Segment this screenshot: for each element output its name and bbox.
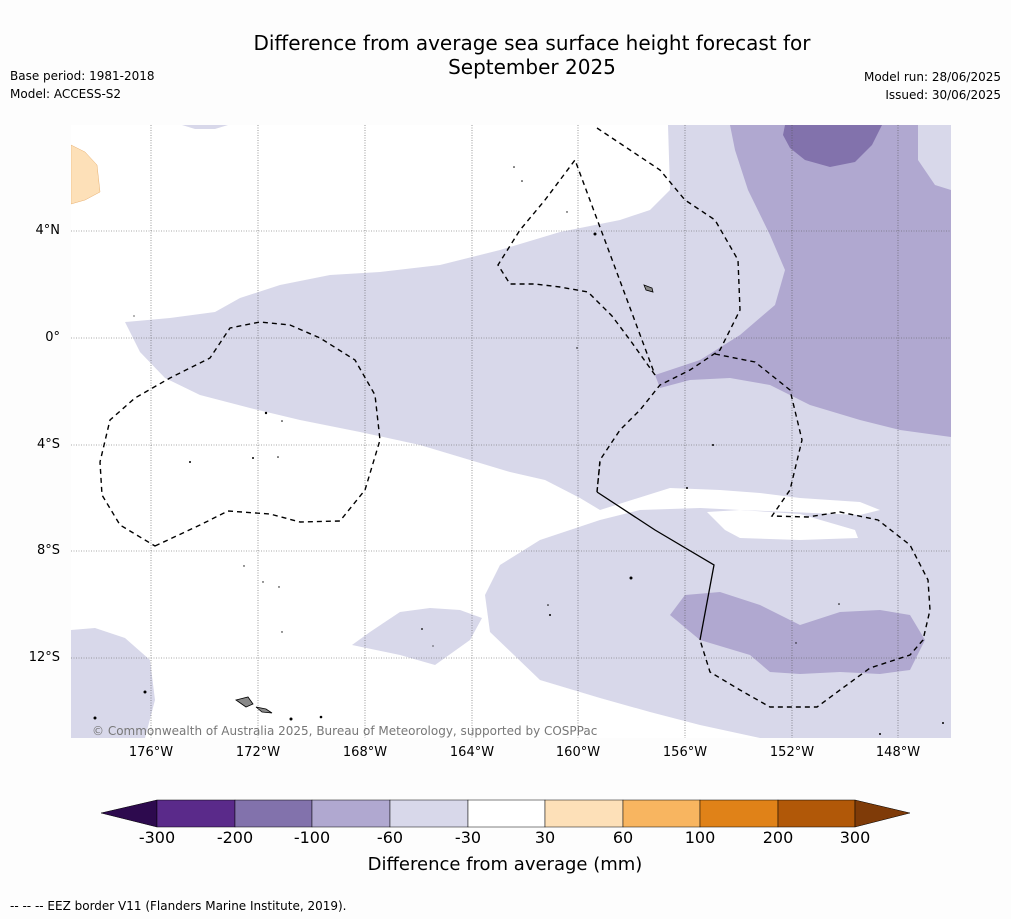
eez-borders bbox=[99, 127, 931, 708]
lon-label-152w: 152°W bbox=[769, 745, 815, 760]
island-small bbox=[255, 706, 273, 714]
colorbar-segment-3 bbox=[311, 799, 391, 828]
colorbar-segment-9 bbox=[777, 799, 856, 828]
title-line-1: Difference from average sea surface heig… bbox=[253, 31, 811, 55]
lat-label-8s: 8°S bbox=[36, 543, 60, 558]
colorbar-tick-4: -60 bbox=[376, 828, 404, 847]
anomaly-region-medium-lavender bbox=[655, 125, 951, 437]
island-large bbox=[235, 696, 254, 708]
colorbar-segment-2 bbox=[234, 799, 313, 828]
colorbar-segment-7 bbox=[622, 799, 701, 828]
lon-label-168w: 168°W bbox=[342, 745, 388, 760]
colorbar-tick-3: -100 bbox=[293, 828, 331, 847]
colorbar bbox=[100, 799, 911, 828]
colorbar-tick-6: 30 bbox=[534, 828, 556, 847]
meta-right: Model run: 28/06/2025 Issued: 30/06/2025 bbox=[864, 68, 1001, 104]
chart-title: Difference from average sea surface heig… bbox=[200, 31, 864, 79]
lon-label-148w: 148°W bbox=[875, 745, 921, 760]
model-name: Model: ACCESS-S2 bbox=[10, 87, 122, 101]
graticule bbox=[71, 125, 951, 738]
lat-label-12s: 12°S bbox=[28, 650, 60, 665]
anomaly-region-dark-lavender bbox=[783, 125, 882, 167]
anomaly-region-light-lavender-south bbox=[352, 608, 482, 665]
lon-label-176w: 176°W bbox=[128, 745, 174, 760]
eez-border-west bbox=[99, 321, 381, 547]
lat-label-0: 0° bbox=[45, 330, 60, 345]
colorbar-tick-10: 300 bbox=[839, 828, 871, 847]
colorbar-tick-9: 200 bbox=[762, 828, 794, 847]
colorbar-segment-8 bbox=[699, 799, 779, 828]
eez-border-solid bbox=[596, 491, 715, 641]
anomaly-region-medium-lavender-south bbox=[670, 592, 925, 674]
islands bbox=[235, 284, 654, 714]
eez-border-north bbox=[497, 127, 741, 493]
colorbar-label: Difference from average (mm) bbox=[367, 854, 643, 875]
colorbar-segment-5 bbox=[467, 799, 546, 828]
atolls bbox=[93, 166, 944, 735]
lon-label-160w: 160°W bbox=[555, 745, 601, 760]
base-period: Base period: 1981-2018 bbox=[10, 69, 155, 83]
lon-label-164w: 164°W bbox=[449, 745, 495, 760]
anomaly-region-light-lavender-nw bbox=[182, 125, 228, 129]
anomaly-region-light-lavender bbox=[125, 125, 951, 738]
colorbar-segment-4 bbox=[389, 799, 469, 828]
lon-label-172w: 172°W bbox=[235, 745, 281, 760]
colorbar-cap-low bbox=[100, 799, 158, 828]
colorbar-segment-1 bbox=[156, 799, 236, 828]
eez-footnote: -- -- -- EEZ border V11 (Flanders Marine… bbox=[10, 899, 347, 913]
lat-label-4n: 4°N bbox=[35, 223, 61, 238]
anomaly-region-white-pocket bbox=[707, 510, 858, 540]
colorbar-segment-6 bbox=[544, 799, 624, 828]
model-run: Model run: 28/06/2025 bbox=[863, 70, 1001, 84]
colorbar-tick-8: 100 bbox=[684, 828, 716, 847]
colorbar-tick-5: -30 bbox=[454, 828, 482, 847]
eez-border-east bbox=[699, 353, 931, 708]
copyright-notice: © Commonwealth of Australia 2025, Bureau… bbox=[92, 724, 598, 738]
issued-date: Issued: 30/06/2025 bbox=[885, 88, 1001, 102]
colorbar-tick-7: 60 bbox=[612, 828, 634, 847]
map-plot-area bbox=[71, 125, 951, 738]
lat-label-4s: 4°S bbox=[36, 437, 60, 452]
island-tiny bbox=[643, 284, 654, 293]
title-line-2: September 2025 bbox=[448, 55, 616, 79]
anomaly-region-light-lavender-west bbox=[71, 628, 155, 738]
colorbar-tick-1: -300 bbox=[138, 828, 176, 847]
anomaly-region-peach bbox=[71, 144, 101, 205]
colorbar-tick-2: -200 bbox=[216, 828, 254, 847]
colorbar-cap-high bbox=[854, 799, 911, 828]
meta-left: Base period: 1981-2018 Model: ACCESS-S2 bbox=[10, 67, 155, 103]
lon-label-156w: 156°W bbox=[662, 745, 708, 760]
